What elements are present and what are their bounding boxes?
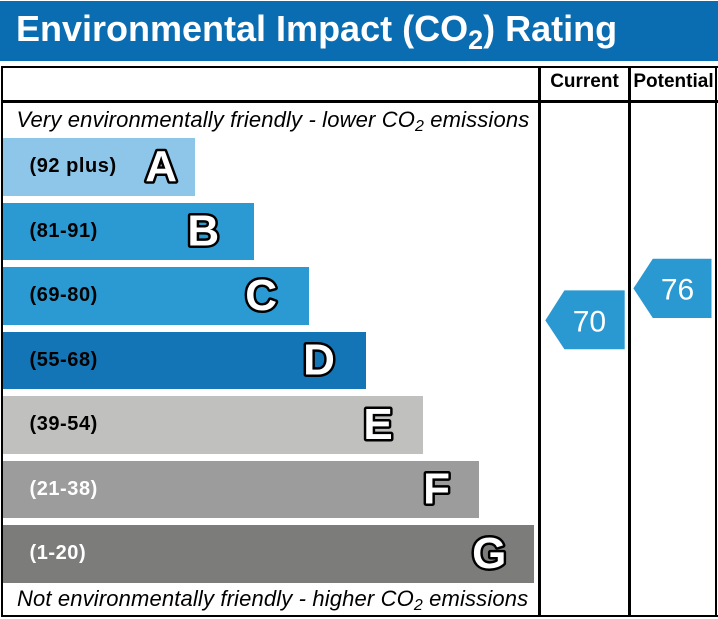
svg-text:G: G xyxy=(472,529,506,578)
svg-text:F: F xyxy=(423,465,450,514)
svg-text:D: D xyxy=(303,336,335,385)
svg-text:70: 70 xyxy=(573,305,606,338)
svg-text:E: E xyxy=(363,400,392,449)
svg-text:C: C xyxy=(245,271,277,320)
svg-text:76: 76 xyxy=(661,273,694,306)
svg-text:A: A xyxy=(145,142,177,191)
svg-text:B: B xyxy=(187,207,219,256)
